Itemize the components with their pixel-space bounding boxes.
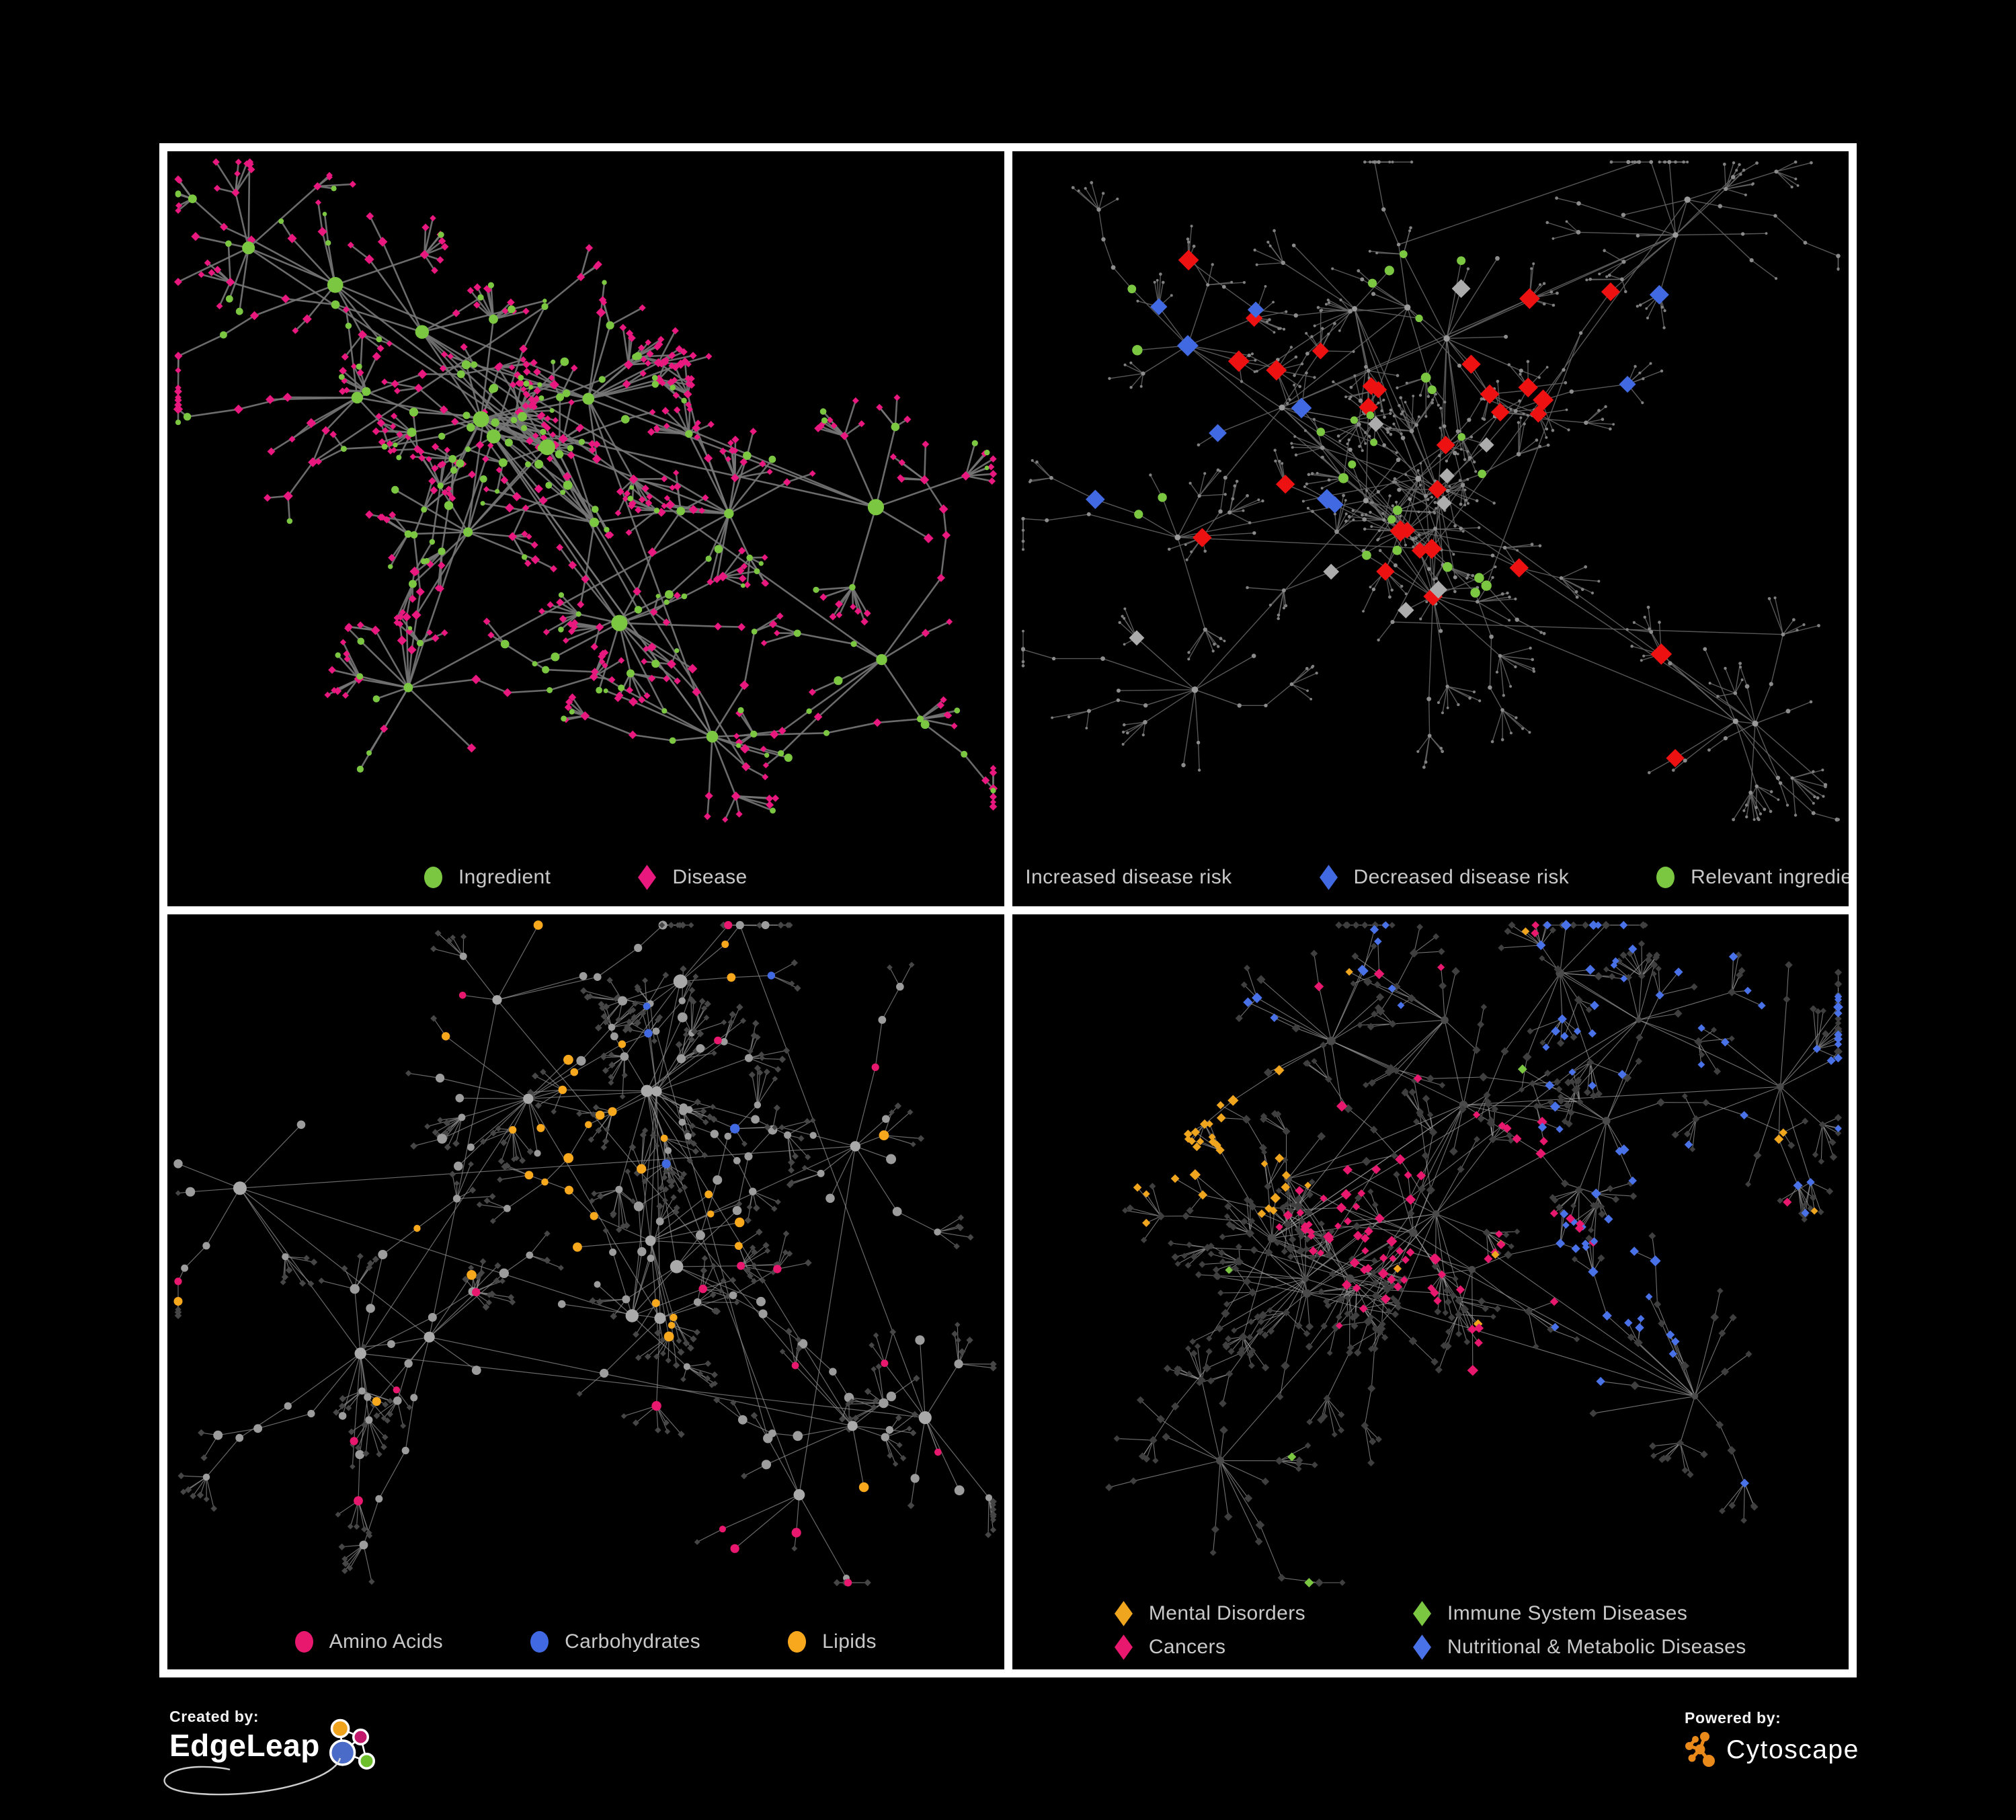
legend-label: Immune System Diseases [1447, 1602, 1688, 1624]
legend-item-ingredient: Ingredient [424, 866, 551, 889]
compound-classes-network [173, 920, 997, 1587]
nutritional-metabolic-diseases-diamond-icon [1413, 1634, 1431, 1660]
disease-classes-network [1104, 920, 1843, 1587]
edgeleap-swoosh-icon [163, 1757, 341, 1796]
legend-ingredient-disease: Ingredient Disease [167, 865, 1004, 890]
legend-label: Relevant ingredient [1691, 866, 1849, 888]
created-by-block: Created by: EdgeLeap [163, 1708, 375, 1796]
panel-disease-classes: Mental Disorders Immune System Diseases Ca… [1012, 914, 1849, 1669]
legend-item-increased-disease-risk: Increased disease risk [1012, 865, 1232, 890]
legend-item-mental-disorders: Mental Disorders [1114, 1601, 1305, 1626]
legend-item-carbohydrates: Carbohydrates [530, 1630, 700, 1653]
panel-ingredient-disease: Ingredient Disease [167, 151, 1004, 906]
cancers-diamond-icon [1114, 1634, 1133, 1660]
legend-label: Disease [672, 866, 748, 888]
decreased-disease-risk-diamond-icon [1319, 865, 1338, 890]
legend-item-nutritional-metabolic-diseases: Nutritional & Metabolic Diseases [1413, 1634, 1746, 1660]
legend-compound-classes: Amino Acids Carbohydrates Lipids [167, 1630, 1004, 1653]
created-by-label: Created by: [169, 1708, 259, 1725]
legend-label: Nutritional & Metabolic Diseases [1447, 1636, 1746, 1658]
disease-risk-network [1020, 160, 1841, 822]
carbohydrates-circle-icon [530, 1631, 549, 1653]
legend-item-lipids: Lipids [788, 1630, 877, 1653]
legend-item-relevant-ingredient: Relevant ingredient [1656, 866, 1849, 889]
legend-label: Mental Disorders [1148, 1602, 1305, 1624]
edgeleap-wordmark: EdgeLeap [169, 1728, 320, 1763]
powered-by-block: Powered by: Cytoscape [1685, 1709, 1859, 1769]
legend-item-disease: Disease [638, 865, 747, 890]
figure-grid: Ingredient Disease Increased disease risk… [159, 143, 1857, 1677]
legend-label: Ingredient [458, 866, 551, 888]
legend-item-amino-acids: Amino Acids [294, 1630, 444, 1653]
edgeleap-logo-icon [329, 1718, 375, 1770]
powered-by-label: Powered by: [1685, 1709, 1781, 1727]
legend-label: Lipids [822, 1630, 877, 1653]
amino-acids-circle-icon [294, 1631, 313, 1653]
legend-label: Cancers [1148, 1636, 1226, 1658]
disease-diamond-icon [638, 865, 657, 890]
legend-item-decreased-disease-risk: Decreased disease risk [1319, 865, 1570, 890]
panel-disease-risk: Increased disease risk Decreased disease … [1012, 151, 1849, 906]
mental-disorders-diamond-icon [1114, 1601, 1133, 1626]
relevant-ingredient-circle-icon [1656, 867, 1675, 888]
legend-label: Decreased disease risk [1353, 866, 1570, 888]
ingredient-disease-network [173, 158, 998, 823]
legend-item-cancers: Cancers [1114, 1634, 1305, 1660]
lipids-circle-icon [788, 1631, 807, 1653]
cytoscape-logo-icon [1685, 1732, 1715, 1767]
immune-system-diseases-diamond-icon [1413, 1601, 1431, 1626]
panel-compound-classes: Amino Acids Carbohydrates Lipids [167, 914, 1004, 1669]
ingredient-circle-icon [424, 867, 442, 888]
cytoscape-wordmark: Cytoscape [1726, 1735, 1859, 1764]
legend-disease-classes: Mental Disorders Immune System Diseases Ca… [1012, 1601, 1849, 1660]
legend-label: Carbohydrates [565, 1630, 701, 1653]
legend-item-immune-system-diseases: Immune System Diseases [1413, 1601, 1746, 1626]
legend-label: Increased disease risk [1025, 866, 1232, 888]
legend-disease-risk: Increased disease risk Decreased disease … [1012, 865, 1849, 890]
legend-label: Amino Acids [329, 1630, 444, 1653]
